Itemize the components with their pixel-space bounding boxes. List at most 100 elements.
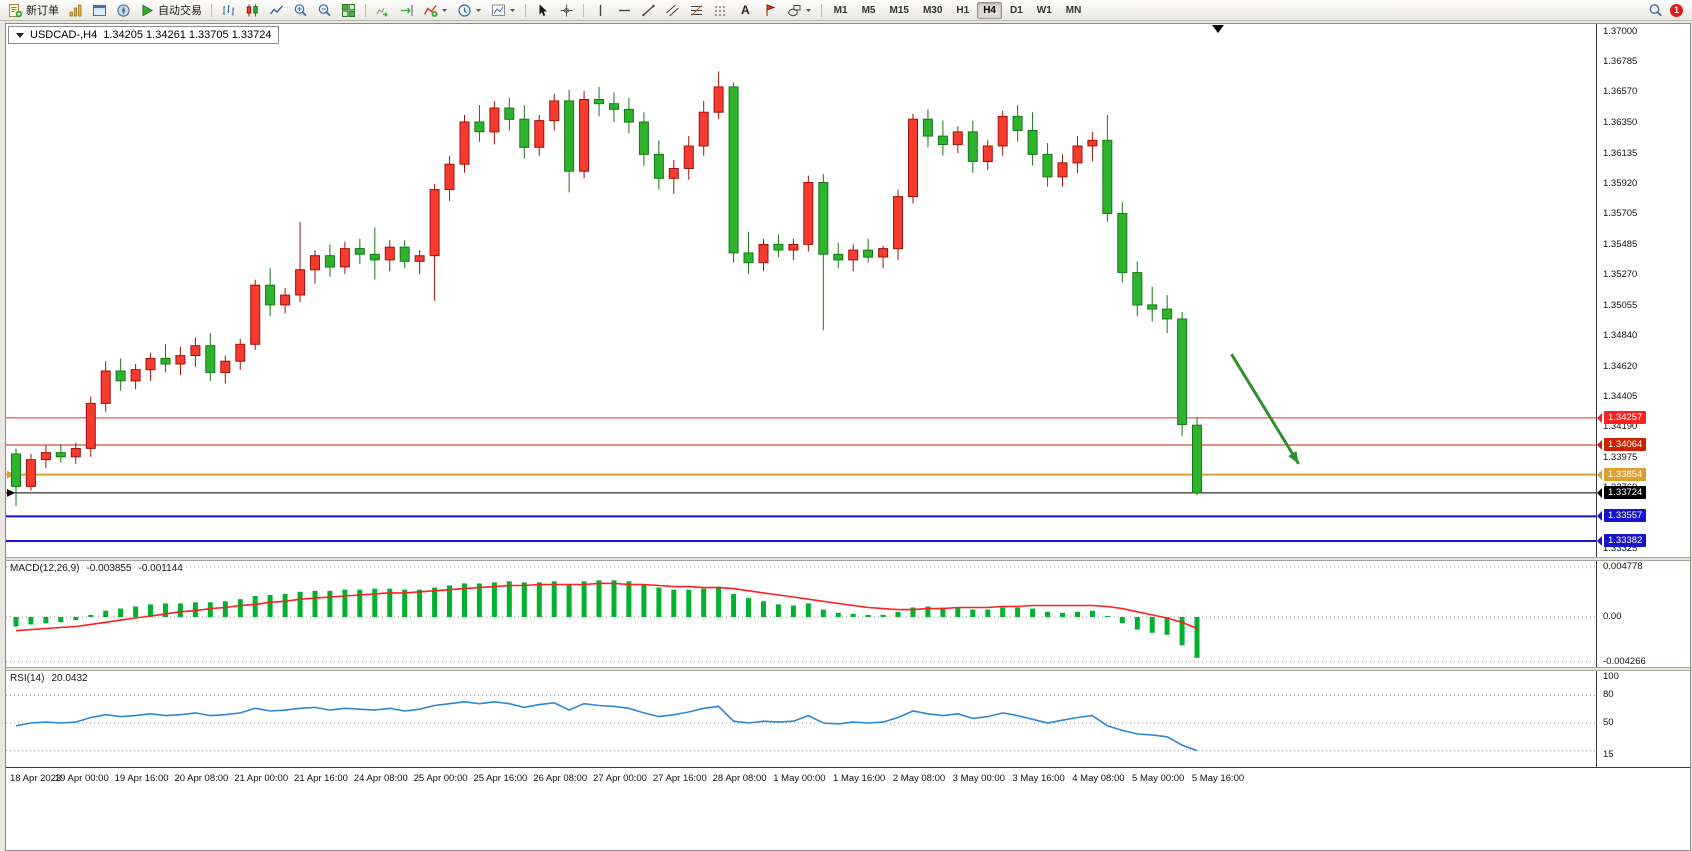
trendline-tool-button[interactable] [637,1,660,20]
horizontal-line-tool-button[interactable] [613,1,636,20]
timeframe-button-h1[interactable]: H1 [956,4,970,16]
search-icon[interactable] [1648,3,1663,18]
time-axis-label: 27 Apr 16:00 [652,773,707,784]
time-axis-label: 1 May 16:00 [833,773,886,784]
crosshair-button[interactable] [555,1,578,20]
price-tag-arrow-icon [1597,487,1602,498]
price-tag-arrow-icon [1597,469,1602,480]
symbol-info-box[interactable]: USDCAD-,H4 1.34205 1.34261 1.33705 1.337… [8,26,280,44]
rsi-name: RSI(14) [10,673,45,684]
periods-button[interactable] [453,1,486,20]
ohlc-values: 1.34205 1.34261 1.33705 1.33724 [103,29,272,41]
dropdown-caret-icon [510,8,515,12]
main-toolbar: 新订单 自动交易 [0,0,1692,21]
time-axis-label: 21 Apr 16:00 [294,773,348,784]
toolbar-separator [211,3,212,17]
timeframe-button-m15[interactable]: M15 [889,4,909,16]
auto-scroll-icon [376,7,388,17]
fibonacci-tool-button[interactable] [685,1,708,20]
price-axis-tick: 1.35705 [1603,208,1638,220]
time-axis-label: 1 May 00:00 [773,773,826,784]
rsi-axis[interactable]: 100 80 50 15 [1596,671,1690,767]
macd-axis[interactable]: 0.004778 0.00 -0.004266 [1596,561,1690,667]
price-axis-tick: 1.35485 [1603,239,1638,251]
zoom-in-icon [294,3,307,16]
chart-bars-button[interactable] [217,1,240,20]
time-axis-label: 26 Apr 08:00 [533,773,588,784]
channel-tool-button[interactable] [661,1,684,20]
time-axis-label: 25 Apr 00:00 [413,773,468,784]
price-axis[interactable]: 1.37000 1.36785 1.36570 1.36350 1.36135 1.359… [1596,24,1690,557]
rsi-canvas[interactable] [6,671,1596,767]
indicators-button[interactable] [419,1,452,20]
price-chart-area[interactable]: USDCAD-,H4 1.34205 1.34261 1.33705 1.337… [6,24,1596,557]
timeframe-button-h4[interactable]: H4 [977,1,1002,19]
timeframe-button-m1[interactable]: M1 [833,4,848,16]
data-window-button[interactable] [88,1,111,20]
auto-trading-label: 自动交易 [158,5,202,17]
price-axis-tick: 1.35920 [1603,177,1638,189]
auto-scroll-button[interactable] [371,1,394,20]
time-axis-label: 21 Apr 00:00 [234,773,289,784]
vertical-line-icon [599,4,602,16]
price-axis-tick: 1.36785 [1603,56,1638,68]
rsi-panel[interactable]: RSI(14) 20.0432 [6,671,1596,767]
chart-shift-button[interactable] [395,1,418,20]
macd-axis-tick: 0.00 [1603,611,1622,622]
symbol-dropdown-icon [16,33,24,42]
market-watch-icon [69,4,82,16]
templates-button[interactable] [487,1,520,20]
price-axis-tick: 1.35055 [1603,299,1638,311]
vertical-line-tool-button[interactable] [589,1,612,20]
timeframe-button-m5[interactable]: M5 [861,4,876,16]
zoom-in-button[interactable] [289,1,312,20]
text-tool-button[interactable]: A [733,1,758,20]
chart-shift-icon [401,4,413,16]
macd-canvas[interactable] [6,561,1596,667]
new-order-label: 新订单 [26,5,59,17]
symbol-label: USDCAD-,H4 [30,29,98,41]
levels-tool-button[interactable] [709,1,732,20]
timeframe-button-d1[interactable]: D1 [1009,4,1023,16]
shapes-tool-button[interactable] [783,1,816,20]
arrows-tool-button[interactable] [759,1,782,20]
timeframe-button-m30[interactable]: M30 [922,4,943,16]
market-watch-button[interactable] [64,1,87,20]
price-chart-canvas[interactable] [6,24,1596,557]
time-axis-label: 5 May 16:00 [1191,773,1245,784]
rsi-axis-tick: 100 [1603,671,1619,682]
time-axis-label: 3 May 00:00 [952,773,1005,784]
price-axis-tick: 1.34190 [1603,421,1638,433]
text-tool-icon: A [741,3,750,17]
toolbar-right-group: 1 [1648,3,1688,18]
time-axis-label: 4 May 08:00 [1072,773,1125,784]
macd-value-signal: -0.001144 [138,563,183,574]
notification-badge[interactable]: 1 [1670,3,1683,17]
panel-splitter[interactable] [6,667,1690,671]
time-axis[interactable]: 18 Apr 2023 19 Apr 00:00 19 Apr 16:00 20 Ap… [6,767,1690,850]
price-axis-tick: 1.33325 [1603,543,1638,554]
macd-name: MACD(12,26,9) [10,563,80,574]
price-tag-arrow-icon [1597,412,1602,423]
timeframe-button-w1[interactable]: W1 [1036,4,1052,16]
time-axis-label: 28 Apr 08:00 [712,773,767,784]
new-order-button[interactable]: 新订单 [4,1,63,20]
crosshair-icon [560,4,573,16]
tile-windows-button[interactable] [337,1,360,20]
panel-splitter[interactable] [6,557,1690,561]
auto-trading-button[interactable]: 自动交易 [136,1,206,20]
price-axis-tick: 1.36350 [1603,117,1638,129]
data-window-icon [93,4,106,16]
cursor-button[interactable] [531,1,554,20]
price-tag: 1.33724 [1604,485,1647,499]
chart-line-button[interactable] [265,1,288,20]
trendline-icon [642,4,655,16]
price-tag-arrow-icon [1597,440,1602,451]
timeframe-button-mn[interactable]: MN [1065,4,1082,16]
macd-panel[interactable]: MACD(12,26,9) -0.003855 -0.001144 [6,561,1596,667]
zoom-out-button[interactable] [313,1,336,20]
bar-chart-icon [222,4,235,15]
chart-candles-button[interactable] [241,1,264,20]
navigator-button[interactable] [112,1,135,20]
navigator-icon [117,3,130,17]
